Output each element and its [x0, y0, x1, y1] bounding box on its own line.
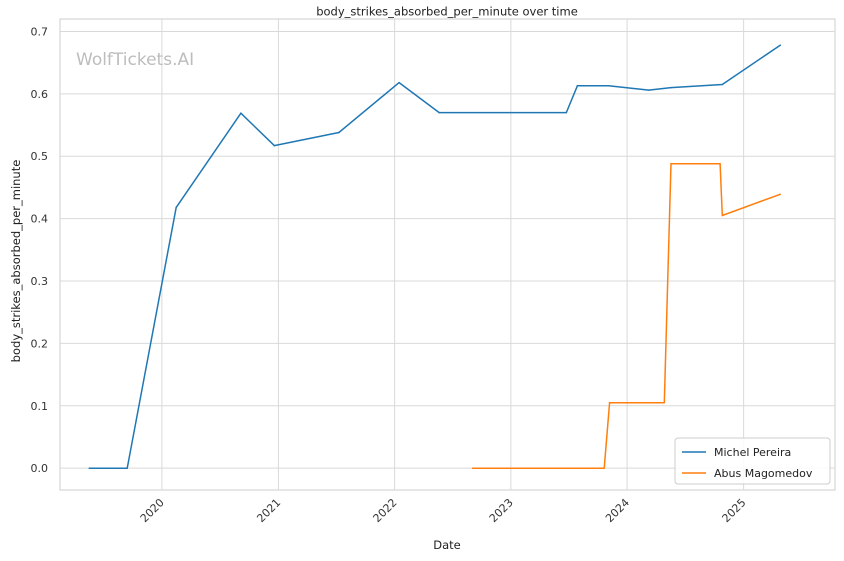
y-tick-label: 0.4 [31, 213, 49, 226]
legend-box [674, 437, 831, 485]
data-point [273, 144, 276, 147]
data-point [719, 162, 721, 165]
y-tick-label: 0.5 [31, 150, 49, 163]
series-line-1 [472, 162, 781, 469]
chart-title: body_strikes_absorbed_per_minute over ti… [316, 5, 578, 19]
y-axis-label: body_strikes_absorbed_per_minute [9, 160, 23, 363]
x-tick-label: 2020 [138, 496, 167, 525]
data-point [721, 83, 724, 86]
grid-lines [60, 19, 835, 490]
data-point [670, 162, 672, 165]
y-tick-label: 0.2 [31, 337, 49, 350]
legend: Michel Pereira Abus Magomedov [674, 437, 831, 485]
data-point [438, 111, 441, 114]
y-tick-label: 0.3 [31, 275, 49, 288]
y-axis: 0.0 0.1 0.2 0.3 0.4 0.5 0.6 0.7 [31, 25, 49, 475]
x-tick-label: 2023 [487, 496, 516, 525]
data-point [338, 131, 340, 134]
x-tick-label: 2024 [603, 496, 632, 525]
data-point [607, 84, 610, 87]
data-point [721, 214, 724, 217]
watermark: WolfTickets.AI [76, 50, 194, 70]
y-tick-label: 0.0 [31, 462, 49, 475]
data-point [565, 111, 568, 114]
data-point [398, 81, 400, 84]
data-point [576, 84, 579, 87]
legend-label-michel-pereira: Michel Pereira [714, 446, 791, 459]
y-tick-label: 0.6 [31, 88, 49, 101]
x-axis: 2020 2021 2022 2023 2024 2025 [138, 496, 749, 525]
x-axis-label: Date [433, 538, 461, 552]
data-point [471, 467, 474, 469]
data-point [608, 401, 611, 404]
data-point [670, 86, 672, 89]
y-tick-label: 0.1 [31, 400, 49, 413]
data-point [603, 467, 605, 469]
series-lines [88, 44, 782, 469]
data-point [126, 467, 128, 469]
legend-label-abus-magomedov: Abus Magomedov [714, 467, 813, 480]
data-point [647, 89, 650, 91]
x-tick-label: 2025 [720, 496, 749, 525]
data-point [88, 467, 91, 469]
y-tick-label: 0.7 [31, 25, 49, 38]
x-tick-label: 2022 [371, 496, 400, 525]
data-point [240, 112, 242, 114]
x-tick-label: 2021 [254, 496, 283, 525]
plot-area [59, 18, 836, 491]
data-point [779, 193, 782, 196]
data-point [779, 44, 782, 47]
data-point [663, 401, 666, 404]
data-point [175, 206, 178, 209]
